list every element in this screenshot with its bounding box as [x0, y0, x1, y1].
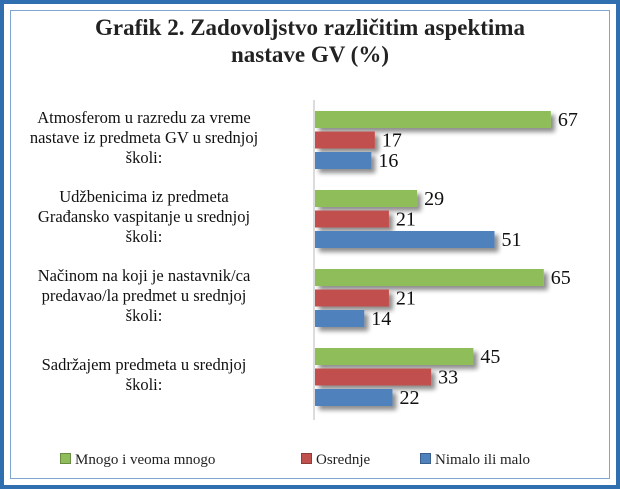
legend-label-1: Mnogo i veoma mnogo: [75, 452, 216, 468]
legend-item-2: Osrednje: [301, 452, 370, 469]
legend-item-3: Nimalo ili malo: [420, 452, 530, 469]
legend-label-2: Osrednje: [316, 452, 371, 468]
chart-title-line-2: nastave GV (%): [230, 42, 389, 67]
data-label-4-series-1: 45: [480, 346, 500, 368]
bar-4-series-2: [315, 368, 432, 386]
data-label-1-series-3: 16: [378, 150, 398, 172]
legend-swatch-3: [420, 453, 431, 464]
bar-2-series-1: [315, 190, 418, 207]
bar-4-series-3: [315, 389, 393, 406]
category-label-4-line-1: Sadržajem predmeta u srednjoj: [41, 355, 247, 374]
category-label-1-line-1: Atmosferom u razredu za vreme: [37, 108, 251, 127]
category-label-3: Načinom na koji je nastavnik/ca predavao/…: [0, 266, 294, 326]
category-label-1-line-2: nastave iz predmeta GV u srednjoj: [29, 128, 259, 147]
chart-legend: Mnogo i veoma mnogo Osrednje Nimalo ili ma…: [0, 452, 620, 472]
bar-2-series-2: [315, 210, 389, 228]
data-label-2-series-2: 21: [396, 209, 416, 231]
data-label-2-series-1: 29: [424, 188, 444, 210]
category-label-4: Sadržajem predmeta u srednjoj školi:: [0, 355, 294, 395]
category-label-2-line-1: Udžbenicima iz predmeta: [59, 187, 229, 206]
chart-title-line-1: Grafik 2. Zadovoljstvo različitim aspekt…: [95, 15, 525, 40]
data-label-4-series-2: 33: [438, 367, 458, 389]
bar-3-series-3: [315, 310, 365, 327]
legend-swatch-2: [301, 453, 312, 464]
bar-3-series-2: [315, 289, 389, 307]
data-label-4-series-3: 22: [399, 387, 419, 409]
data-label-1-series-2: 17: [382, 130, 402, 152]
bar-4-series-1: [315, 348, 474, 365]
category-label-2: Udžbenicima iz predmeta Građansko vaspita…: [0, 187, 294, 247]
data-label-3-series-1: 65: [551, 267, 571, 289]
category-label-2-line-3: školi:: [125, 227, 163, 246]
legend-label-3: Nimalo ili malo: [435, 452, 530, 468]
data-label-3-series-3: 14: [371, 308, 391, 330]
chart-title: Grafik 2. Zadovoljstvo različitim aspekt…: [20, 14, 600, 68]
category-label-2-line-2: Građansko vaspitanje u srednjoj: [37, 207, 251, 226]
bar-2-series-3: [315, 231, 495, 248]
chart-inner-border: [10, 10, 610, 479]
data-label-1-series-1: 67: [558, 109, 578, 131]
bar-3-series-1: [315, 269, 544, 286]
bar-1-series-1: [315, 111, 551, 128]
category-label-3-line-1: Načinom na koji je nastavnik/ca: [37, 266, 251, 285]
data-label-3-series-2: 21: [396, 288, 416, 310]
legend-item-1: Mnogo i veoma mnogo: [60, 452, 215, 469]
bar-1-series-2: [315, 131, 375, 149]
data-label-2-series-3: 51: [502, 229, 522, 251]
category-label-1: Atmosferom u razredu za vreme nastave iz …: [0, 108, 294, 168]
legend-swatch-1: [60, 453, 71, 464]
category-label-1-line-3: školi:: [125, 148, 163, 167]
category-label-3-line-3: školi:: [125, 306, 163, 325]
category-label-3-line-2: predavao/la predmet u srednjoj: [41, 286, 247, 305]
category-label-4-line-2: školi:: [125, 375, 163, 394]
bar-1-series-3: [315, 152, 372, 169]
